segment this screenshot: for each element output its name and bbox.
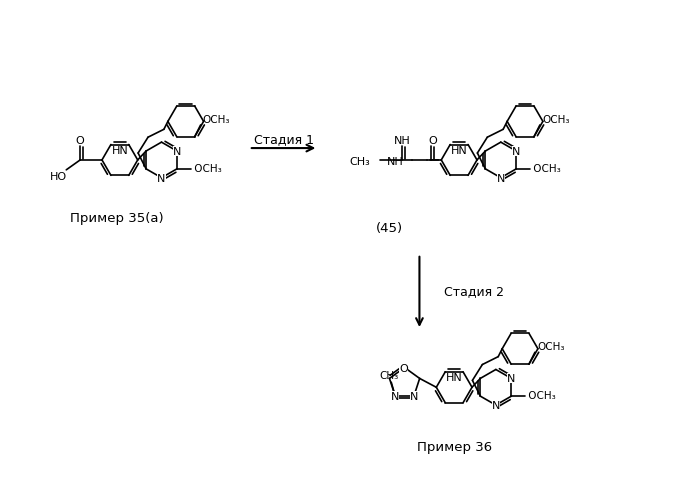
Text: OCH₃: OCH₃ [537,342,564,352]
Text: N: N [173,147,181,156]
Text: HN: HN [446,372,463,383]
Text: O: O [76,136,85,146]
Text: HN: HN [451,146,468,156]
Text: N: N [158,173,166,183]
Text: N: N [512,147,520,156]
Text: N: N [507,373,515,384]
Text: NH: NH [394,136,411,146]
Text: Пример 35(а): Пример 35(а) [70,211,164,224]
Text: N: N [491,400,500,410]
Text: OCH₃: OCH₃ [525,390,556,400]
Text: O: O [428,136,437,146]
Text: NH: NH [387,156,404,167]
Text: CH₃: CH₃ [349,156,370,167]
Text: OCH₃: OCH₃ [530,164,561,173]
Text: Стадия 1: Стадия 1 [253,132,314,145]
Text: HN: HN [111,146,128,156]
Text: N: N [410,391,418,401]
Text: (45): (45) [376,221,403,234]
Text: HO: HO [50,171,67,181]
Text: Стадия 2: Стадия 2 [444,284,504,297]
Text: CH₃: CH₃ [379,371,399,381]
Text: Пример 36: Пример 36 [416,440,491,453]
Text: N: N [391,391,400,401]
Text: OCH₃: OCH₃ [191,164,222,173]
Text: OCH₃: OCH₃ [202,115,230,125]
Text: N: N [496,173,505,183]
Text: OCH₃: OCH₃ [542,115,569,125]
Text: O: O [399,364,408,374]
